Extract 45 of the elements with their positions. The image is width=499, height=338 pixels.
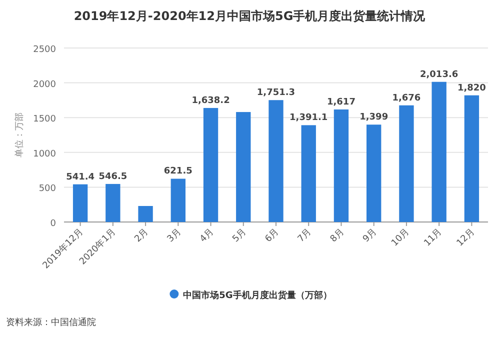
data-label: 2,013.6: [420, 70, 458, 80]
data-label: 541.4: [66, 172, 95, 182]
bar: [301, 125, 316, 222]
data-label: 621.5: [164, 166, 192, 177]
chart-title: 2019年12月-2020年12月中国市场5G手机月度出货量统计情况: [74, 9, 426, 23]
x-tick-label: 5月: [231, 227, 249, 245]
x-tick-label: 11月: [422, 227, 444, 249]
y-tick-label: 1000: [33, 149, 56, 160]
data-label: 1,751.3: [256, 88, 296, 98]
y-tick-label: 1500: [33, 114, 56, 125]
data-label: 1,638.2: [192, 96, 230, 106]
data-label: 1,391.1: [290, 113, 328, 124]
x-tick-label: 3月: [166, 227, 184, 245]
bar: [268, 100, 284, 222]
data-label: 546.5: [98, 172, 128, 182]
data-label: 1,399: [360, 112, 388, 123]
legend-label: 中国市场5G手机月度出货量（万部）: [183, 290, 332, 301]
bar: [203, 108, 218, 222]
x-tick-label: 4月: [198, 227, 216, 245]
data-label: 1,617: [326, 97, 356, 108]
bar: [170, 178, 186, 222]
bar: [106, 184, 120, 222]
y-tick-label: 2500: [33, 45, 56, 55]
y-axis-title: 单位：万部: [14, 112, 25, 158]
bar: [366, 124, 382, 222]
y-tick-label: 0: [50, 219, 56, 229]
bar: [432, 82, 446, 222]
x-tick-label: 6月: [264, 227, 282, 245]
bar: [399, 105, 414, 222]
bar: [464, 95, 480, 222]
bar: [72, 184, 88, 222]
x-tick-label: 12月: [455, 227, 477, 249]
x-tick-label: 7月: [296, 227, 314, 245]
x-tick-label: 2月: [133, 227, 151, 245]
y-tick-label: 500: [38, 184, 56, 194]
data-label: 1,820: [457, 83, 486, 94]
x-tick-label: 10月: [390, 227, 412, 249]
x-tick-label: 8月: [328, 227, 346, 245]
bar: [236, 112, 251, 222]
x-tick-label: 9月: [361, 227, 379, 245]
text: 资料来源：中国信通院: [6, 317, 96, 328]
y-tick-label: 2000: [33, 80, 56, 90]
bar: [138, 206, 153, 222]
bar: [334, 109, 349, 222]
data-label: 1,676: [392, 93, 421, 104]
